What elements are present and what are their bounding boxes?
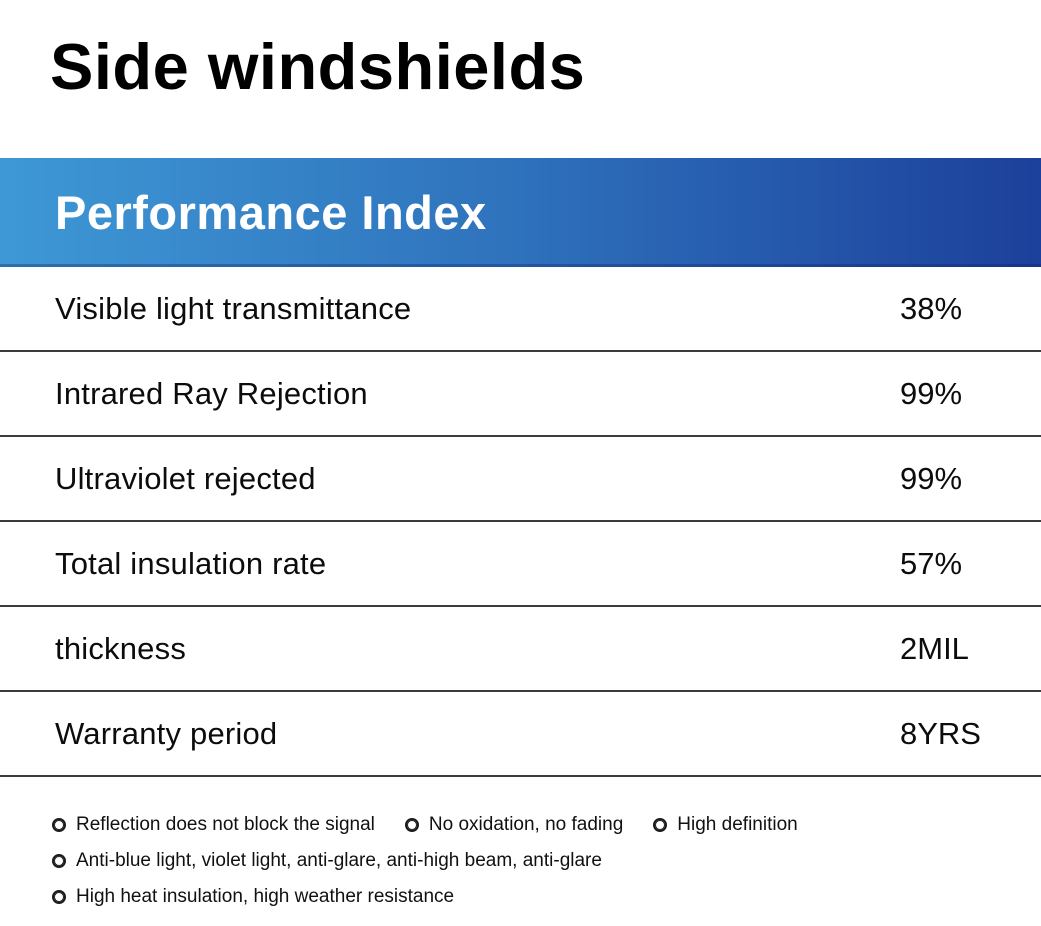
performance-index-banner: Performance Index	[0, 158, 1041, 267]
feature-text: No oxidation, no fading	[428, 814, 624, 835]
double-ring-icon	[52, 818, 66, 832]
banner-title: Performance Index	[55, 186, 487, 239]
spec-label: Warranty period	[55, 715, 278, 751]
feature-line: High heat insulation, high weather resis…	[52, 879, 1041, 915]
spec-label: Total insulation rate	[55, 545, 327, 581]
list-item: High definition	[653, 814, 798, 836]
title-section: Side windshields	[0, 0, 1041, 158]
list-item: No oxidation, no fading	[404, 814, 624, 836]
feature-line: Reflection does not block the signal No …	[52, 807, 1041, 843]
double-ring-icon	[653, 818, 668, 832]
feature-line: Anti-blue light, violet light, anti-glar…	[52, 843, 1041, 879]
list-item: High heat insulation, high weather resis…	[52, 886, 454, 908]
spec-value: 2MIL	[900, 630, 969, 666]
feature-text: Reflection does not block the signal	[76, 814, 375, 835]
spec-value: 8YRS	[900, 715, 981, 751]
double-ring-icon	[52, 854, 66, 868]
spec-label: Visible light transmittance	[55, 290, 412, 326]
table-row: thickness 2MIL	[0, 607, 1041, 692]
spec-value: 38%	[900, 290, 963, 326]
spec-table: Visible light transmittance 38% Intrared…	[0, 267, 1041, 777]
double-ring-icon	[52, 890, 66, 904]
spec-label: Ultraviolet rejected	[55, 460, 316, 496]
double-ring-icon	[404, 818, 419, 832]
feature-text: Anti-blue light, violet light, anti-glar…	[76, 850, 602, 871]
spec-label: thickness	[55, 630, 187, 666]
list-item: Reflection does not block the signal	[52, 814, 375, 836]
feature-notes: Reflection does not block the signal No …	[0, 777, 1041, 915]
spec-label: Intrared Ray Rejection	[55, 375, 368, 411]
table-row: Warranty period 8YRS	[0, 692, 1041, 777]
table-row: Total insulation rate 57%	[0, 522, 1041, 607]
spec-value: 99%	[900, 460, 963, 496]
spec-value: 99%	[900, 375, 963, 411]
table-row: Ultraviolet rejected 99%	[0, 437, 1041, 522]
table-row: Intrared Ray Rejection 99%	[0, 352, 1041, 437]
table-row: Visible light transmittance 38%	[0, 267, 1041, 352]
feature-text: High heat insulation, high weather resis…	[76, 886, 455, 907]
list-item: Anti-blue light, violet light, anti-glar…	[52, 850, 602, 872]
page-title: Side windshields	[50, 30, 586, 103]
spec-value: 57%	[900, 545, 963, 581]
feature-text: High definition	[677, 814, 798, 835]
